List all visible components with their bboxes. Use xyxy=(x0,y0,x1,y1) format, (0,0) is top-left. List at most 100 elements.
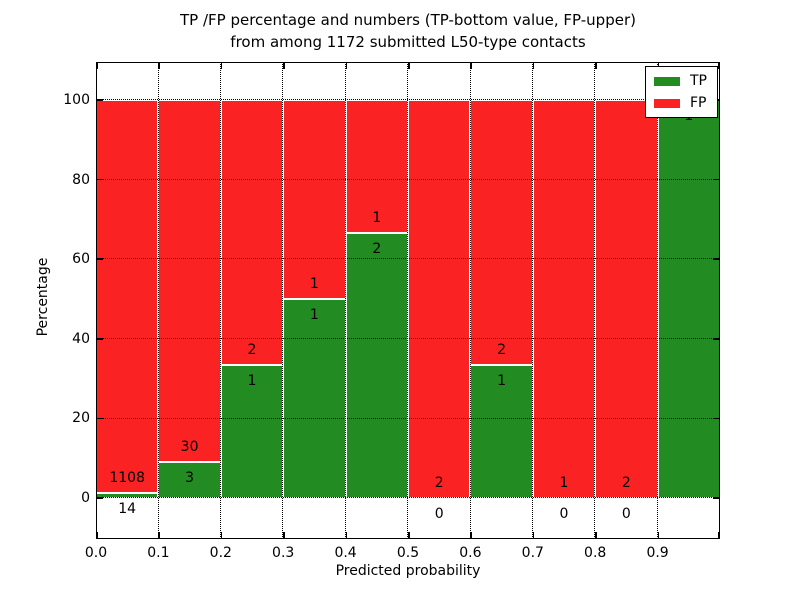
y-tick-mark xyxy=(713,258,720,260)
y-tick-mark xyxy=(96,497,103,499)
chart-title-line2: from among 1172 submitted L50-type conta… xyxy=(230,33,586,51)
y-tick-mark xyxy=(96,338,103,340)
x-tick-label: 0.7 xyxy=(521,545,544,561)
plot-area: 110814303211112202110201 xyxy=(96,62,720,539)
bar-value-label-fp: 2 xyxy=(497,342,507,359)
x-tick-mark xyxy=(470,62,472,69)
v-gridline xyxy=(220,62,221,539)
x-tick-label: 0.9 xyxy=(646,545,669,561)
x-tick-mark xyxy=(283,62,285,69)
v-gridline xyxy=(656,62,658,539)
x-tick-mark xyxy=(408,62,410,69)
bar-value-label-fp: 1 xyxy=(372,209,382,226)
bar-segment-tp xyxy=(283,299,346,498)
v-gridline xyxy=(532,62,533,539)
y-tick-mark xyxy=(96,417,103,420)
bar-value-label-tp: 14 xyxy=(118,501,137,518)
bar-segment-fp xyxy=(96,100,159,494)
v-gridline xyxy=(469,62,471,539)
bar-value-label-tp: 0 xyxy=(434,506,444,522)
y-tick-label: 60 xyxy=(72,251,90,268)
x-tick-label: 0.3 xyxy=(272,545,295,561)
x-tick-label: 0.2 xyxy=(209,545,232,561)
v-gridline xyxy=(282,62,284,539)
legend-label: FP xyxy=(690,95,707,111)
x-tick-mark xyxy=(220,62,223,69)
x-axis-label: Predicted probability xyxy=(335,563,481,579)
bar-value-label-fp: 2 xyxy=(621,475,631,491)
x-tick-mark xyxy=(96,532,98,539)
bar-value-label-tp: 1 xyxy=(247,373,257,390)
x-tick-label: 0.5 xyxy=(396,545,420,561)
x-tick-label: 0.6 xyxy=(459,545,482,561)
legend-swatch-tp xyxy=(654,76,680,86)
y-tick-mark xyxy=(713,497,720,499)
legend: TP FP xyxy=(645,66,718,118)
bar-value-label-tp: 1 xyxy=(497,373,507,390)
v-gridline xyxy=(157,62,159,539)
bar-segment-fp xyxy=(408,100,471,498)
chart-title: TP /FP percentage and numbers (TP-bottom… xyxy=(96,9,720,53)
x-tick-label: 0.4 xyxy=(334,545,357,561)
legend-label: TP xyxy=(690,73,707,89)
bar-segment-fp xyxy=(532,100,596,498)
legend-item: FP xyxy=(654,95,707,111)
x-tick-mark xyxy=(657,62,660,69)
bar-segment-tp xyxy=(220,365,284,498)
y-tick-label: 40 xyxy=(72,330,90,347)
x-tick-label: 0.1 xyxy=(147,545,170,561)
bar-segment-tp xyxy=(345,232,408,498)
x-tick-mark xyxy=(470,532,472,539)
x-tick-mark xyxy=(595,62,597,69)
bar-segment-fp xyxy=(158,100,221,462)
bar-value-label-fp: 2 xyxy=(247,342,257,359)
y-tick-mark xyxy=(96,258,103,260)
bar-value-label-fp: 1108 xyxy=(109,470,146,487)
x-tick-mark xyxy=(532,532,535,539)
bar-segment-fp xyxy=(595,100,658,498)
bar-value-label-fp: 2 xyxy=(434,475,444,491)
bar-value-label-tp: 1 xyxy=(309,307,319,323)
y-tick-mark xyxy=(713,417,720,420)
bar-segment-tp xyxy=(657,100,720,498)
bar-value-label-fp: 1 xyxy=(559,475,569,491)
y-tick-mark xyxy=(96,178,103,181)
y-tick-mark xyxy=(713,178,720,181)
x-tick-mark xyxy=(158,532,160,539)
x-tick-mark xyxy=(283,532,285,539)
chart-title-line1: TP /FP percentage and numbers (TP-bottom… xyxy=(180,11,636,29)
x-tick-mark xyxy=(345,532,348,539)
y-tick-mark xyxy=(713,338,720,340)
y-tick-label: 100 xyxy=(63,92,90,108)
bar-value-label-tp: 0 xyxy=(559,506,569,522)
y-tick-mark xyxy=(96,99,103,101)
x-tick-label: 0.8 xyxy=(584,545,607,561)
x-tick-mark xyxy=(718,62,720,69)
bar-segment-fp xyxy=(283,100,346,299)
v-gridline xyxy=(594,62,596,539)
bar-value-label-fp: 30 xyxy=(180,438,199,455)
x-tick-mark xyxy=(408,532,410,539)
bar-segment-fp xyxy=(470,100,533,366)
x-tick-mark xyxy=(718,532,720,539)
bar-segment-fp xyxy=(220,100,284,366)
bar-value-label-tp: 2 xyxy=(372,240,382,257)
y-tick-label: 80 xyxy=(72,171,90,188)
v-gridline xyxy=(407,62,409,539)
y-axis-label: Percentage xyxy=(35,257,51,337)
legend-swatch-fp xyxy=(654,98,680,108)
x-tick-mark xyxy=(595,532,597,539)
v-gridline xyxy=(344,62,346,539)
legend-item: TP xyxy=(654,73,707,89)
x-tick-mark xyxy=(158,62,160,69)
bar-value-label-tp: 3 xyxy=(185,469,195,486)
x-tick-label: 0.0 xyxy=(84,545,108,561)
x-tick-mark xyxy=(657,532,660,539)
x-tick-mark xyxy=(96,62,98,69)
x-tick-mark xyxy=(345,62,348,69)
x-tick-mark xyxy=(532,62,535,69)
x-tick-mark xyxy=(220,532,223,539)
y-tick-label: 0 xyxy=(81,490,90,506)
bar-value-label-tp: 0 xyxy=(621,506,631,522)
